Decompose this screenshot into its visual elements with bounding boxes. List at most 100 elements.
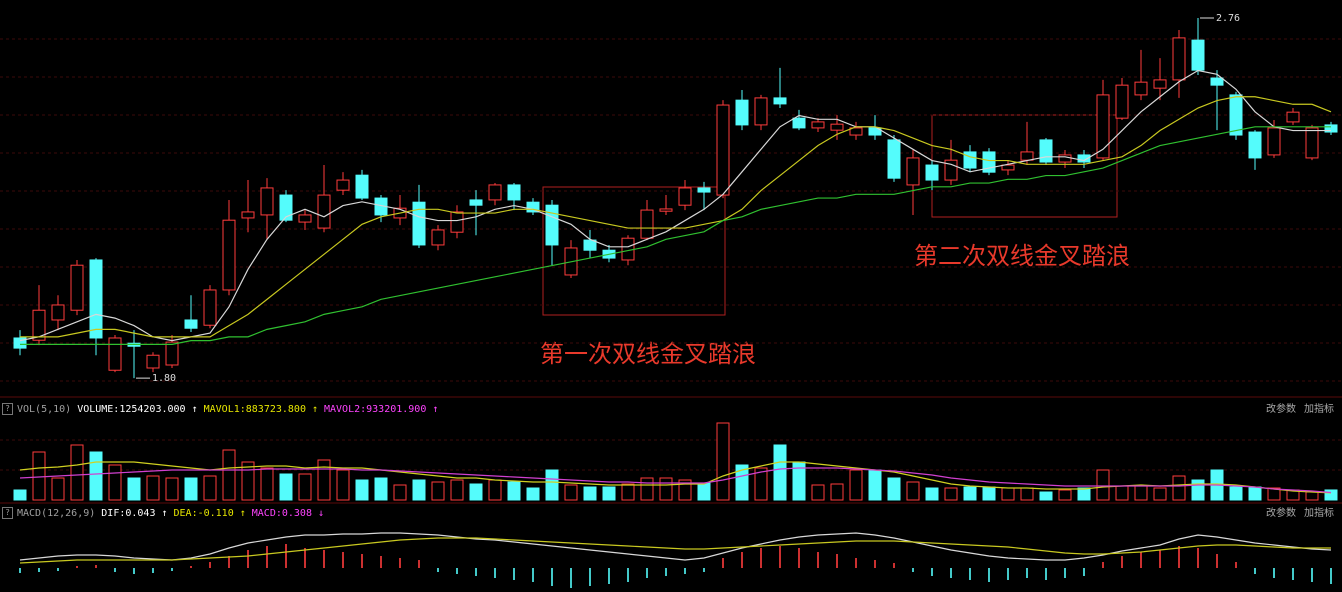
candle-body [1096,94,1110,159]
macd-header: ? MACD(12,26,9) DIF:0.043 ↑ DEA:-0.110 ↑ MAC… [0,507,1342,521]
candle-body [583,239,597,251]
volume-bar [184,477,198,501]
volume-bar [963,486,977,501]
header-button[interactable]: 加指标 [1304,404,1334,415]
volume-bar [393,484,407,501]
candle-body [659,208,673,212]
candle-body [507,184,521,201]
volume-bar [1229,486,1243,501]
candle-body [469,199,483,206]
volume-bar [1134,485,1148,501]
help-icon: ? [2,403,13,415]
ma-line [20,96,1332,338]
volume-bar [279,473,293,501]
callout: 第二次双线金叉踏浪 [914,242,1130,270]
volume-header: ? VOL(5,10) VOLUME:1254203.000 ↑ MAVOL1:883… [0,403,1342,417]
candle-body [735,99,749,126]
volume-bar [127,477,141,501]
candle-body [1077,154,1091,163]
candle-body [621,237,635,261]
candle-body [849,127,863,136]
candle-body [203,289,217,326]
volume-bar [222,449,236,501]
candle-body [241,211,255,219]
highlight-box [931,114,1118,218]
candle-body [488,184,502,201]
indicator-value: MACD(12,26,9) [17,508,96,519]
candle-body [1058,154,1072,163]
candle-body [184,319,198,329]
volume-bar [1172,475,1186,501]
volume-bar [32,451,46,501]
candle-body [450,211,464,233]
volume-bar [1058,489,1072,501]
volume-bar [412,479,426,501]
volume-bar [1115,485,1129,501]
volume-bar [1191,479,1205,501]
volume-bar [735,464,749,501]
header-button[interactable]: 改参数 [1266,404,1296,415]
volume-bar [1096,469,1110,501]
candle-body [1039,139,1053,163]
candle-body [1153,79,1167,89]
callout: 第一次双线金叉踏浪 [540,340,756,368]
header-button[interactable]: 改参数 [1266,508,1296,519]
volume-bar [868,469,882,501]
candle-body [1172,37,1186,81]
candle-body [89,259,103,339]
ma-line [19,532,1332,561]
volume-bar [1248,486,1262,501]
candle-body [108,337,122,371]
volume-bar [944,487,958,501]
volume-bar [754,467,768,501]
volume-bar [298,473,312,501]
volume-bar [1039,491,1053,501]
header-button[interactable]: 加指标 [1304,508,1334,519]
volume-bar [564,484,578,501]
volume-bar [1077,487,1091,501]
header-actions: 改参数 加指标 [1266,507,1342,521]
candle-body [70,264,84,311]
volume-bar [982,486,996,501]
volume-bar [545,469,559,501]
indicator-value: VOLUME:1254203.000 ↑ [77,404,198,415]
volume-bar [108,464,122,501]
indicator-value: MAVOL1:883723.800 ↑ [203,404,318,415]
candle-body [146,354,160,369]
candle-body [298,214,312,223]
volume-bar [1324,489,1338,501]
volume-bar [355,479,369,501]
volume-bar [640,477,654,501]
candle-body [1286,111,1300,123]
candle-body [716,104,730,196]
volume-bar [165,477,179,501]
indicator-value: DIF:0.043 ↑ [101,508,168,519]
volume-bar [146,475,160,501]
volume-bar [241,461,255,501]
candle-body [336,179,350,191]
candle-body [1001,164,1015,171]
volume-bar [526,487,540,501]
volume-bar [583,486,597,501]
ma-line [19,69,1331,342]
candle-body [640,209,654,239]
volume-bar [450,479,464,501]
candle-body [1191,39,1205,71]
volume-bar [70,444,84,501]
indicator-value: VOL(5,10) [17,404,72,415]
candle-body [868,127,882,136]
candle-body [222,219,236,291]
price-label: 1.80 [152,373,176,384]
volume-bar [621,483,635,501]
ma-line [20,126,1331,345]
candle-body [1020,151,1034,161]
volume-bar [811,484,825,501]
volume-bar [773,444,787,501]
candle-body [925,164,939,181]
volume-bar [89,451,103,501]
ma-line [19,537,1331,564]
candle-body [697,187,711,193]
volume-bar [906,481,920,501]
candle-body [754,97,768,126]
